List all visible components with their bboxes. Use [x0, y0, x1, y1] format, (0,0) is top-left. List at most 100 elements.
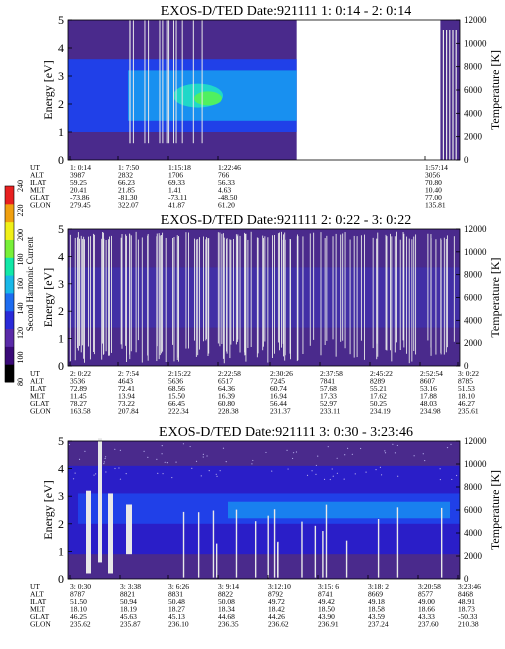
- y-tick-label: 1: [58, 332, 64, 346]
- table-cell: 2:22:58: [218, 369, 241, 378]
- table-cell: 2:37:58: [320, 369, 343, 378]
- y-tick-label: 1: [58, 125, 64, 139]
- noise-dot: [78, 458, 81, 461]
- y-right-tick-label: 2000: [464, 551, 483, 561]
- table-cell: 8831: [168, 590, 183, 599]
- noise-dot: [225, 461, 227, 463]
- table-cell: 16.94: [270, 392, 287, 401]
- noise-dot: [271, 470, 273, 472]
- y-right-tick-label: 6000: [464, 293, 483, 303]
- y-right-tick-label: 0: [464, 574, 469, 584]
- table-cell: 18.58: [368, 605, 385, 614]
- noise-dot: [200, 475, 202, 477]
- noise-dot: [323, 478, 326, 480]
- colorbar-swatch: [5, 203, 14, 223]
- noise-dot: [162, 473, 164, 475]
- spectrogram-body: [68, 229, 460, 366]
- table-cell: 17.62: [370, 392, 387, 401]
- y-tick-label: 2: [58, 517, 64, 531]
- table-cell: 50.25: [370, 399, 387, 408]
- table-cell: 18.73: [458, 605, 475, 614]
- noise-dot: [351, 453, 353, 455]
- noise-dot: [439, 468, 441, 470]
- colorbar-tick-label: 100: [16, 352, 25, 364]
- table-cell: 56.44: [270, 399, 287, 408]
- data-gap-line: [98, 438, 102, 563]
- noise-dot: [311, 470, 313, 472]
- colorbar-swatch: [5, 257, 14, 276]
- table-cell: 72.89: [70, 384, 87, 393]
- table-cell: 18.42: [268, 605, 285, 614]
- noise-dot: [446, 446, 449, 449]
- table-cell: 8787: [70, 590, 85, 599]
- table-cell: 3: 0:22: [458, 369, 479, 378]
- colorbar-tick-label: 140: [16, 303, 25, 315]
- noise-dot: [118, 467, 120, 469]
- table-cell: 18.27: [168, 605, 185, 614]
- y-right-tick-label: 12000: [464, 436, 487, 446]
- noise-dot: [104, 456, 107, 458]
- noise-dot: [394, 452, 397, 454]
- y-tick-label: 3: [58, 489, 64, 503]
- table-cell: 8607: [420, 377, 435, 386]
- noise-dot: [175, 461, 177, 463]
- row-label: MLT: [30, 605, 46, 614]
- table-cell: 7841: [320, 377, 335, 386]
- noise-dot: [379, 466, 382, 468]
- table-cell: 73.22: [118, 399, 135, 408]
- y-right-axis-label: Temperature [K]: [488, 470, 502, 550]
- colorbar-tick-label: 240: [16, 180, 25, 192]
- row-label: ILAT: [30, 384, 47, 393]
- table-cell: 70.80: [425, 178, 442, 187]
- noise-dot: [413, 455, 415, 457]
- noise-dot: [384, 450, 386, 452]
- y-tick-label: 5: [58, 222, 64, 236]
- colorbar-tick-label: 200: [16, 229, 25, 241]
- colorbar-swatch: [5, 275, 14, 294]
- table-cell: 4643: [118, 377, 133, 386]
- noise-dot: [424, 459, 426, 462]
- y-right-tick-label: 12000: [464, 15, 487, 25]
- table-cell: 55.21: [370, 384, 387, 393]
- table-cell: 8821: [120, 590, 135, 599]
- table-cell: 52.97: [320, 399, 337, 408]
- noise-dot: [292, 452, 295, 454]
- y-right-tick-label: 4000: [464, 528, 483, 538]
- table-cell: 1:15:18: [168, 163, 191, 172]
- table-cell: 43.33: [418, 612, 435, 621]
- noise-dot: [287, 468, 289, 470]
- table-cell: 15.50: [168, 392, 185, 401]
- colorbar-swatch: [5, 364, 14, 383]
- noise-dot: [114, 467, 116, 470]
- noise-dot: [332, 475, 334, 477]
- noise-dot: [360, 447, 362, 450]
- noise-dot: [422, 453, 424, 455]
- noise-dot: [265, 451, 267, 454]
- row-label: UT: [30, 163, 40, 172]
- panel-2: EXOS-D/TED Date:921111 2: 0:22 - 3: 0:22…: [30, 213, 502, 416]
- noise-dot: [315, 473, 317, 475]
- table-cell: 1:57:14: [425, 163, 448, 172]
- table-cell: 64.36: [218, 384, 235, 393]
- table-cell: 3: 3:38: [120, 582, 141, 591]
- table-cell: 45.13: [168, 612, 185, 621]
- row-label: GLAT: [30, 193, 50, 202]
- noise-dot: [74, 472, 76, 474]
- table-cell: 235.87: [120, 620, 141, 629]
- noise-dot: [164, 461, 166, 463]
- colorbar-tick-label: 180: [16, 254, 25, 266]
- y-right-tick-label: 4000: [464, 315, 483, 325]
- table-cell: 66.45: [168, 399, 185, 408]
- y-axis-label: Energy [eV]: [41, 268, 55, 327]
- y-tick-label: 3: [58, 277, 64, 291]
- y-tick-label: 0: [58, 359, 64, 373]
- table-cell: 1: 0:14: [70, 163, 91, 172]
- table-cell: 236.10: [168, 620, 189, 629]
- table-cell: 8669: [368, 590, 383, 599]
- table-cell: 18.19: [120, 605, 137, 614]
- row-label: MLT: [30, 392, 46, 401]
- table-cell: 3: 9:14: [218, 582, 239, 591]
- table-cell: 44.68: [218, 612, 235, 621]
- table-cell: 3987: [70, 171, 85, 180]
- colorbar-swatch: [5, 292, 14, 312]
